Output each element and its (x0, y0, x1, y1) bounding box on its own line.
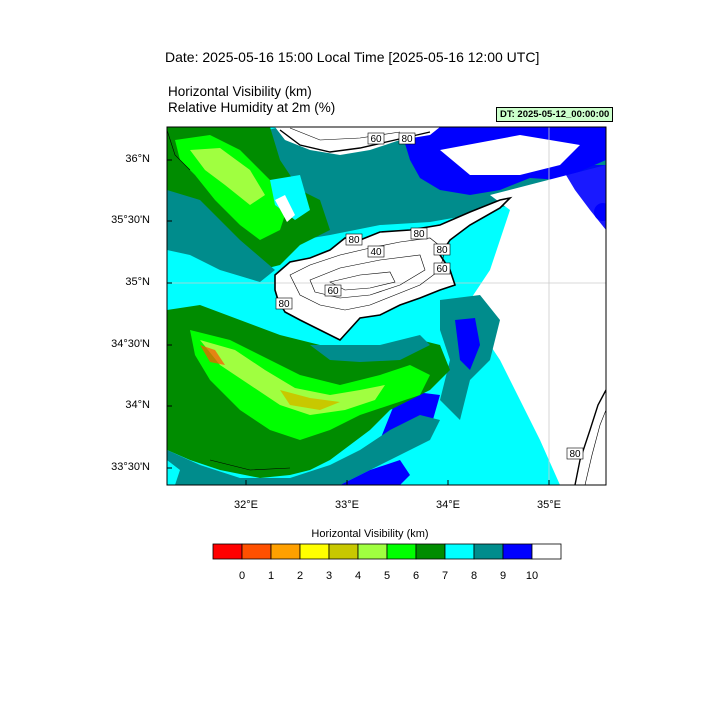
contour-label: 80 (275, 297, 293, 310)
contour-label: 60 (324, 284, 342, 297)
colorbar-swatch (473, 543, 504, 560)
lon-label: 32°E (234, 499, 258, 511)
lat-label: 34°N (125, 399, 150, 411)
contour-label: 80 (433, 243, 451, 256)
lat-label: 33°30'N (111, 461, 150, 473)
svg-text:80: 80 (278, 299, 290, 310)
contour-label: 60 (433, 262, 451, 275)
colorbar-tick-label: 2 (296, 570, 304, 582)
contour-labels: 60 80 80 40 60 80 80 60 80 80 (275, 132, 584, 460)
colorbar-swatch (415, 543, 446, 560)
colorbar-tick-label: 5 (383, 570, 391, 582)
axis-ticks (167, 159, 550, 485)
lat-label: 36°N (125, 153, 150, 165)
colorbar-tick-label: 4 (354, 570, 362, 582)
colorbar-swatch (386, 543, 417, 560)
contour-label: 80 (410, 227, 428, 240)
colorbar-swatch (502, 543, 533, 560)
contour-label: 80 (345, 233, 363, 246)
colorbar-swatch (444, 543, 475, 560)
colorbar-swatch (299, 543, 330, 560)
colorbar-swatch (270, 543, 301, 560)
map-frame (166, 126, 607, 486)
contour-label: 80 (398, 132, 416, 145)
svg-text:60: 60 (370, 134, 382, 145)
lat-label: 35°N (125, 276, 150, 288)
colorbar-swatch (241, 543, 272, 560)
svg-text:80: 80 (569, 449, 581, 460)
lon-label: 34°E (436, 499, 460, 511)
svg-text:60: 60 (436, 264, 448, 275)
svg-text:40: 40 (370, 247, 382, 258)
init-time-badge: DT: 2025-05-12_00:00:00 (496, 107, 614, 122)
map-title-visibility: Horizontal Visibility (km) (168, 84, 312, 99)
colorbar-tick-label: 1 (267, 570, 275, 582)
colorbar-tick-label: 7 (441, 570, 449, 582)
lat-label: 35°30'N (111, 214, 150, 226)
contour-label: 80 (566, 447, 584, 460)
svg-text:80: 80 (413, 229, 425, 240)
colorbar-tick-label: 0 (238, 570, 246, 582)
map-title-humidity: Relative Humidity at 2m (%) (168, 100, 336, 115)
colorbar-swatch (328, 543, 359, 560)
colorbar-swatch (357, 543, 388, 560)
svg-text:80: 80 (401, 134, 413, 145)
colorbar-tick-label: 8 (470, 570, 478, 582)
svg-text:80: 80 (436, 245, 448, 256)
lat-label: 34°30'N (111, 338, 150, 350)
colorbar-swatch (531, 543, 562, 560)
colorbar-tick-label: 10 (525, 570, 539, 582)
svg-text:60: 60 (327, 286, 339, 297)
colorbar-tick-label: 9 (499, 570, 507, 582)
colorbar (212, 543, 562, 560)
colorbar-title: Horizontal Visibility (km) (311, 528, 429, 540)
colorbar-swatch (212, 543, 243, 560)
visibility-field (167, 127, 606, 485)
colorbar-tick-label: 3 (325, 570, 333, 582)
lon-label: 33°E (335, 499, 359, 511)
colorbar-tick-label: 6 (412, 570, 420, 582)
contour-label: 40 (367, 245, 385, 258)
lon-label: 35°E (537, 499, 561, 511)
svg-text:80: 80 (348, 235, 360, 246)
contour-label: 60 (367, 132, 385, 145)
map-title-date: Date: 2025-05-16 15:00 Local Time [2025-… (165, 49, 540, 65)
